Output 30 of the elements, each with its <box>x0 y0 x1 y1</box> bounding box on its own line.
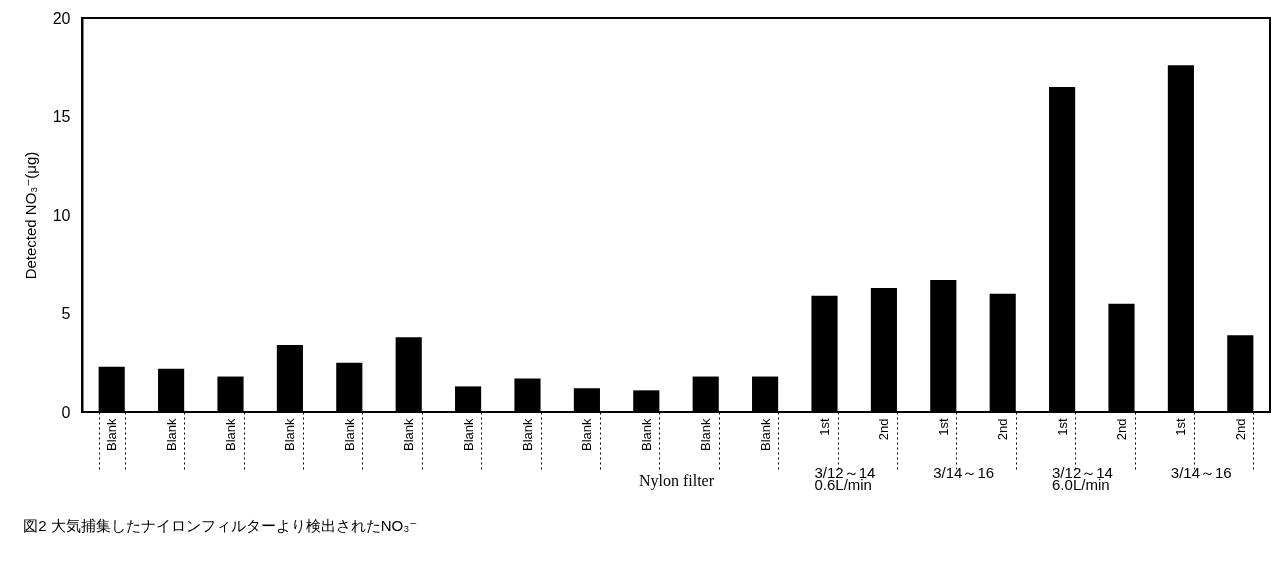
x-tick-label: 1st <box>1054 418 1070 436</box>
y-tick-label: 0 <box>61 403 71 421</box>
x-tick-label: 1st <box>1173 418 1189 436</box>
x-tick-label: 2nd <box>1114 418 1129 441</box>
text: 3/14～16 <box>933 464 995 481</box>
x-tick-label: 2nd <box>1232 418 1248 441</box>
x-tick-label: Blank <box>282 418 298 452</box>
x-tick-label: Blank <box>579 418 595 452</box>
x-tick-label: Blank <box>104 418 120 452</box>
x-tick-label: Blank <box>520 418 535 452</box>
x-tick-label: Blank <box>757 418 773 452</box>
x-tick-label: Blank <box>638 418 654 452</box>
x-tick-label: Blank <box>163 418 179 452</box>
x-axis-title: Nylon filter <box>638 472 715 490</box>
x-tick-label: 2nd <box>876 418 892 441</box>
x-tick-label: Blank <box>223 418 238 452</box>
x-tick-label: 2nd <box>995 418 1011 441</box>
y-axis-title: Detected NO₃⁻(μg) <box>21 151 39 280</box>
x-tick-label: 1st <box>817 418 832 436</box>
x-tick-label: Blank <box>460 418 476 452</box>
text: 3/14～16 <box>1170 464 1232 481</box>
x-tick-label: Blank <box>401 418 417 452</box>
y-tick-label: 10 <box>52 206 71 224</box>
x-tick-label: Blank <box>698 418 714 452</box>
y-tick-label: 15 <box>52 108 71 125</box>
text: 図2 大気捕集したナイロンフィルターより検出されたNO₃⁻ <box>23 517 418 534</box>
y-tick-label: 5 <box>61 305 71 322</box>
x-tick-label: Blank <box>341 418 357 452</box>
x-tick-label: 1st <box>935 418 951 436</box>
y-tick-label: 20 <box>52 9 71 27</box>
